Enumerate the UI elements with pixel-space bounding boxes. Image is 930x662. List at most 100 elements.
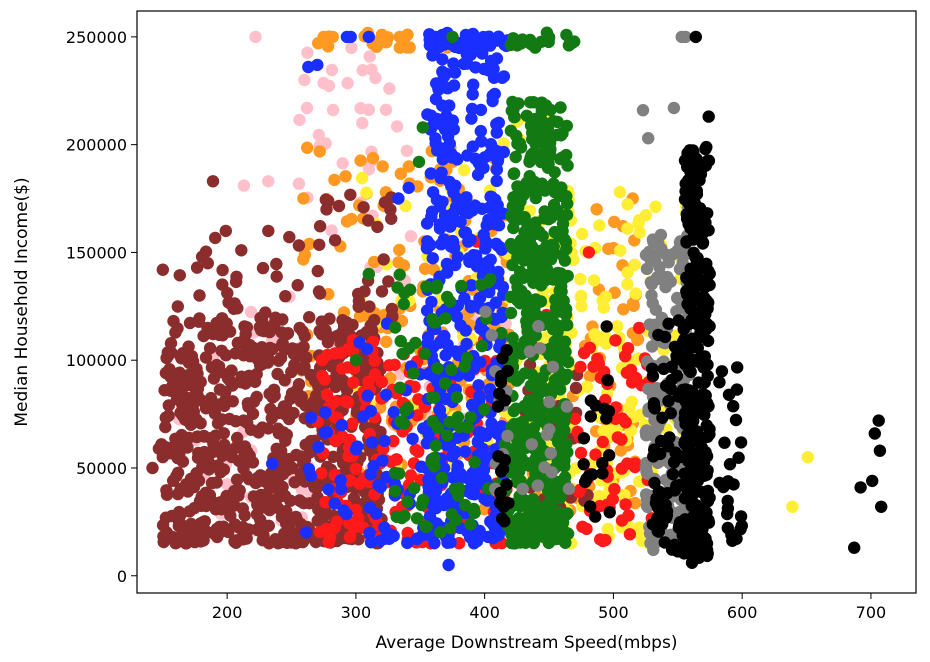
- data-point: [249, 30, 262, 44]
- data-point: [270, 270, 283, 283]
- y-tick-label: 250000: [66, 28, 127, 47]
- data-point: [178, 350, 191, 363]
- data-point: [284, 392, 297, 405]
- data-point: [229, 534, 243, 547]
- data-point: [216, 263, 229, 277]
- data-point: [362, 375, 375, 388]
- data-point: [303, 237, 316, 251]
- data-point: [465, 398, 479, 411]
- data-point: [593, 219, 606, 232]
- data-point: [547, 115, 560, 128]
- data-point: [681, 402, 695, 416]
- data-point: [163, 363, 176, 376]
- data-point: [496, 512, 509, 525]
- data-point: [475, 135, 488, 148]
- data-point: [185, 526, 199, 539]
- data-point: [210, 316, 223, 330]
- data-point: [523, 345, 537, 358]
- data-point: [549, 293, 562, 306]
- data-point: [210, 476, 223, 489]
- data-point: [723, 458, 737, 471]
- data-point: [392, 256, 405, 269]
- data-point: [662, 317, 675, 330]
- data-point: [467, 248, 480, 262]
- data-point: [419, 520, 432, 533]
- data-point: [302, 462, 316, 476]
- data-point: [633, 213, 646, 227]
- data-point: [688, 151, 701, 164]
- data-point: [321, 348, 334, 362]
- data-point: [801, 451, 814, 464]
- data-point: [458, 360, 471, 373]
- data-point: [715, 365, 729, 378]
- data-point: [608, 215, 621, 229]
- data-point: [486, 517, 499, 531]
- data-point: [524, 229, 538, 242]
- data-point: [552, 349, 565, 362]
- data-point: [713, 376, 726, 389]
- data-point: [608, 482, 621, 496]
- data-point: [577, 346, 591, 360]
- data-point: [696, 236, 710, 249]
- series-8: [491, 30, 888, 569]
- data-point: [412, 445, 425, 458]
- data-point: [666, 467, 680, 481]
- data-point: [278, 489, 292, 503]
- data-point: [445, 363, 458, 377]
- data-point: [255, 341, 269, 354]
- data-point: [231, 302, 244, 315]
- data-point: [560, 119, 573, 133]
- data-point: [267, 495, 280, 508]
- data-point: [531, 479, 544, 492]
- data-point: [335, 418, 349, 432]
- x-axis-label: Average Downstream Speed(mbps): [376, 633, 678, 653]
- data-point: [507, 167, 520, 181]
- data-point: [699, 537, 713, 550]
- data-point: [520, 306, 534, 320]
- data-point: [699, 274, 713, 287]
- y-tick-label: 100000: [66, 351, 127, 370]
- data-point: [336, 157, 349, 170]
- x-axis: 200 300 400 500 600 700: [212, 593, 886, 622]
- data-point: [362, 214, 375, 227]
- data-point: [300, 101, 314, 115]
- data-point: [425, 205, 439, 218]
- data-point: [442, 558, 455, 572]
- data-point: [647, 400, 661, 413]
- data-point: [412, 155, 426, 169]
- data-point: [688, 217, 701, 230]
- data-point: [440, 266, 454, 279]
- data-point: [235, 244, 248, 257]
- data-point: [458, 445, 472, 458]
- data-point: [575, 227, 589, 241]
- data-point: [491, 239, 505, 253]
- data-point: [312, 128, 325, 142]
- data-point: [658, 330, 672, 344]
- data-point: [171, 300, 184, 313]
- data-point: [266, 457, 279, 470]
- data-point: [560, 208, 574, 222]
- data-point: [211, 417, 225, 430]
- data-point: [428, 451, 441, 465]
- data-point: [319, 406, 332, 419]
- data-point: [294, 394, 308, 408]
- data-point: [363, 501, 377, 514]
- data-point: [485, 328, 498, 342]
- data-point: [173, 448, 186, 461]
- data-point: [556, 151, 569, 164]
- data-point: [406, 432, 419, 445]
- data-point: [272, 354, 285, 367]
- data-point: [446, 30, 459, 44]
- data-point: [164, 337, 178, 350]
- data-point: [156, 263, 169, 276]
- data-point: [368, 255, 381, 269]
- data-point: [688, 197, 701, 210]
- data-point: [371, 220, 384, 234]
- data-point: [574, 446, 588, 460]
- data-point: [516, 482, 529, 496]
- data-point: [182, 340, 195, 353]
- data-point: [157, 530, 170, 543]
- data-point: [562, 39, 576, 52]
- data-point: [398, 509, 411, 523]
- data-point: [439, 349, 452, 362]
